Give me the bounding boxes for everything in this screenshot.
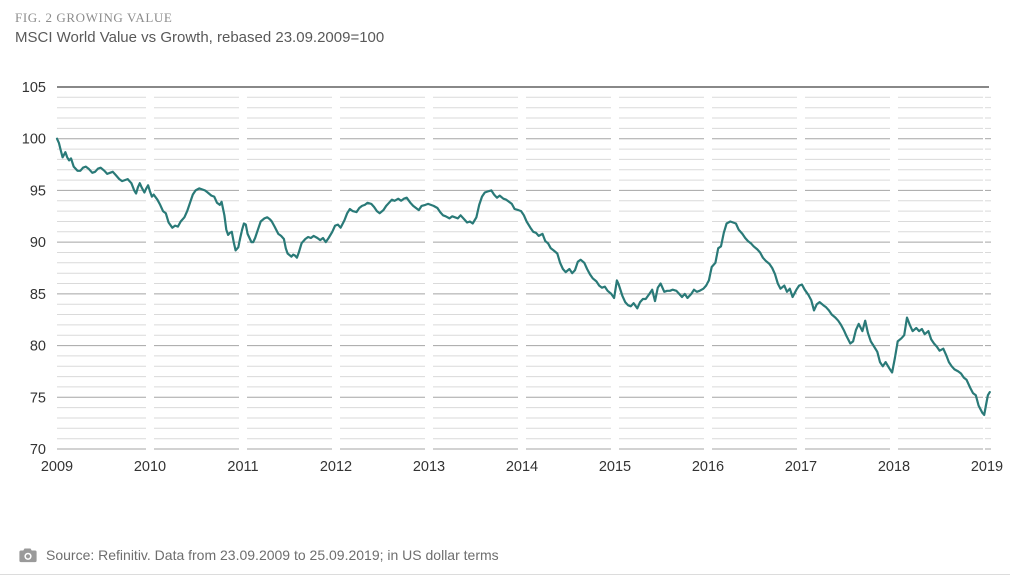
y-axis-label: 90 bbox=[30, 235, 46, 251]
x-axis-label: 2009 bbox=[41, 459, 73, 475]
x-axis-label: 2014 bbox=[506, 459, 538, 475]
x-axis-label: 2011 bbox=[227, 459, 258, 475]
y-axis-label: 95 bbox=[30, 183, 46, 199]
y-axis-label: 80 bbox=[30, 339, 46, 355]
y-axis-label: 75 bbox=[30, 390, 46, 406]
x-axis-label: 2015 bbox=[599, 459, 631, 475]
x-axis-label: 2017 bbox=[785, 459, 817, 475]
y-axis-label: 85 bbox=[30, 287, 46, 303]
source-text: Source: Refinitiv. Data from 23.09.2009 … bbox=[46, 547, 499, 563]
x-axis-label: 2016 bbox=[692, 459, 724, 475]
y-axis-label: 100 bbox=[22, 132, 46, 148]
gridlines bbox=[57, 86, 991, 450]
series-line bbox=[55, 137, 991, 416]
x-axis-label: 2019 bbox=[971, 459, 1003, 475]
figure-number-label: FIG. 2 GROWING VALUE bbox=[15, 10, 173, 25]
x-axis-label: 2010 bbox=[134, 459, 166, 475]
source-note: Source: Refinitiv. Data from 23.09.2009 … bbox=[19, 547, 499, 563]
y-axis-label: 70 bbox=[30, 442, 46, 458]
chart-subtitle: MSCI World Value vs Growth, rebased 23.0… bbox=[15, 29, 385, 46]
x-axis-label: 2013 bbox=[413, 459, 445, 475]
y-axis-label: 105 bbox=[22, 80, 46, 96]
camera-icon bbox=[19, 548, 37, 563]
bottom-divider bbox=[0, 574, 1010, 575]
x-axis-label: 2018 bbox=[878, 459, 910, 475]
x-axis-label: 2012 bbox=[320, 459, 352, 475]
